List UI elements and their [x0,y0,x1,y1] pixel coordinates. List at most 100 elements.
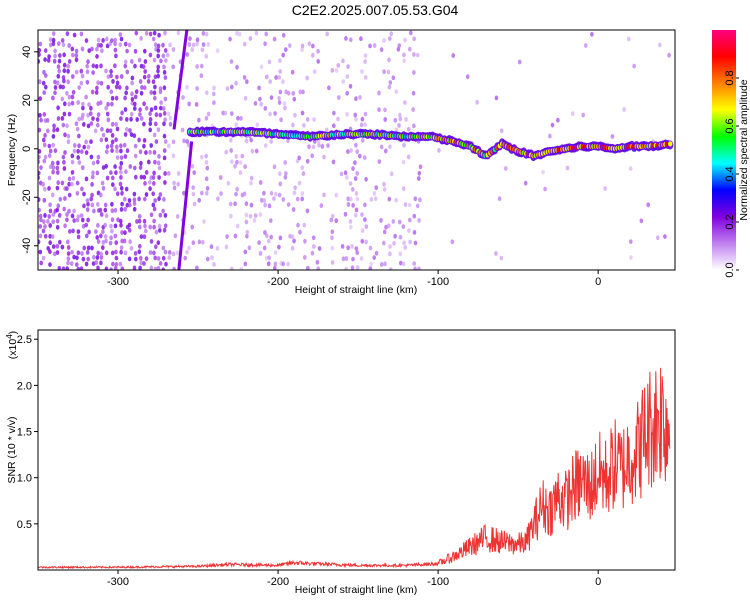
noise-cell [327,85,331,91]
noise-cell [84,94,88,100]
noise-cell [267,238,271,244]
noise-cell [163,30,167,36]
noise-cell [570,111,575,117]
noise-cell [176,30,181,36]
noise-cell [290,245,295,251]
noise-cell [379,144,384,150]
noise-cell [195,41,199,47]
noise-cell [277,100,282,105]
noise-cell [74,57,79,63]
noise-cell [296,222,300,228]
noise-cell [96,250,100,256]
noise-cell [72,32,77,38]
noise-cell [363,59,367,64]
noise-cell [110,250,115,256]
noise-cell [541,169,545,175]
noise-cell [75,190,80,196]
noise-cell [153,105,158,111]
noise-cell [61,122,66,128]
noise-cell [38,112,42,118]
noise-cell [94,260,99,265]
noise-cell [81,165,85,171]
noise-cell [360,138,365,143]
y-tick-label: 2.5 [17,334,32,346]
noise-cell [39,260,43,266]
noise-cell [229,148,233,153]
noise-cell [274,191,278,197]
noise-cell [151,79,156,85]
noise-cell [70,181,74,187]
noise-cell [499,128,504,134]
noise-cell [104,137,109,143]
noise-cell [245,229,250,235]
noise-cell [195,64,199,69]
noise-cell [341,79,346,84]
noise-cell [273,111,277,116]
noise-cell [147,159,151,165]
noise-cell [47,153,52,159]
noise-cell [47,186,51,191]
noise-cell [229,213,233,219]
y-tick-label: -40 [21,238,33,254]
noise-cell [104,266,109,270]
noise-cell [57,58,62,64]
noise-cell [306,265,310,270]
noise-cell [113,37,117,43]
noise-cell [152,30,157,36]
noise-cell [149,107,154,112]
noise-cell [38,249,43,255]
noise-cell [133,48,138,54]
noise-cell [253,213,258,219]
noise-cell [87,229,91,235]
noise-cell [115,126,120,132]
noise-cell [137,137,141,143]
noise-cell [104,163,108,169]
noise-cell [139,90,144,96]
noise-cell [351,256,355,262]
noise-cell [127,256,132,262]
noise-cell [42,112,47,117]
noise-cell [141,64,146,70]
noise-cell [87,102,91,107]
noise-cell [144,150,148,156]
noise-cell [130,91,134,97]
noise-cell [55,224,60,230]
noise-cell [402,52,406,58]
noise-cell [38,170,41,176]
noise-cell [86,256,90,262]
noise-cell [341,256,346,262]
noise-cell [403,37,407,43]
noise-cell [48,208,53,214]
noise-cell [139,116,144,121]
noise-cell [113,207,118,213]
noise-cell [263,230,267,235]
noise-cell [52,127,56,133]
noise-cell [354,116,358,122]
noise-cell [412,261,417,266]
noise-cell [550,122,555,128]
noise-cell [187,42,192,47]
noise-cell [346,202,351,207]
noise-cell [148,149,152,155]
noise-cell [412,52,416,57]
noise-cell [58,196,63,202]
noise-cell [225,234,229,240]
noise-cell [66,239,70,245]
noise-cell [161,267,166,270]
noise-cell [46,246,50,251]
colorbar-tick-label: 0.4 [724,166,736,181]
colorbar-tick-label: 0.2 [724,214,736,229]
noise-cell [353,160,357,166]
noise-cell [379,47,384,53]
noise-cell [584,43,588,48]
noise-cell [254,148,259,154]
noise-cell [283,105,287,111]
noise-cell [148,250,153,255]
noise-cell [153,159,157,165]
noise-cell [123,230,127,236]
noise-cell [171,47,176,52]
noise-cell [113,63,117,69]
noise-cell [157,175,161,180]
noise-cell [111,79,115,84]
noise-cell [104,105,108,111]
